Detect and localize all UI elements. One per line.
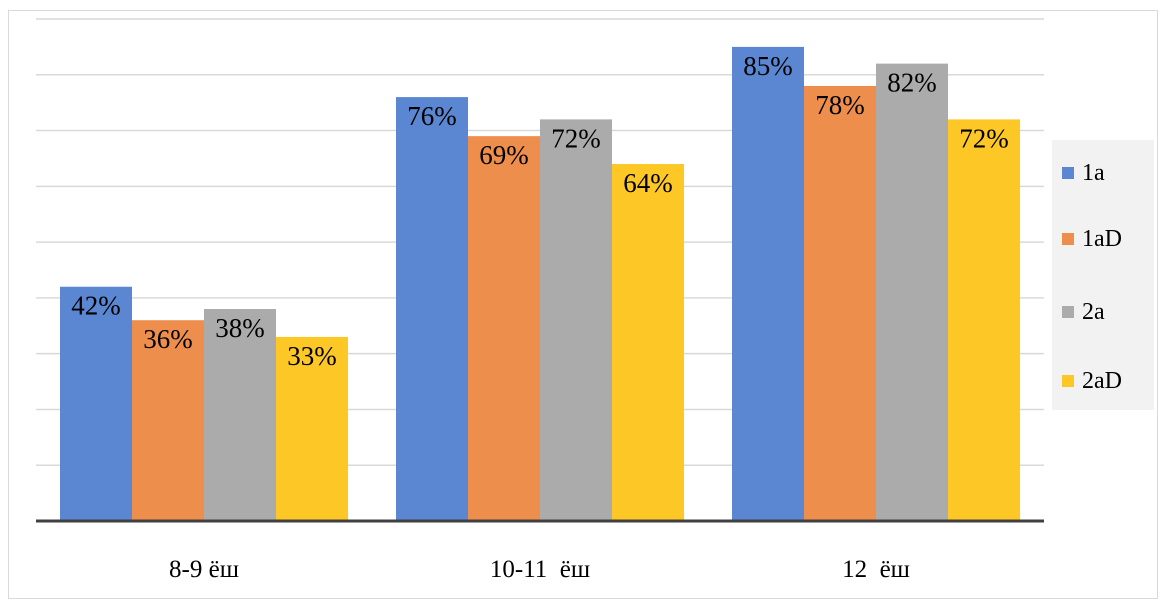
data-label-2aD-2: 72%	[959, 123, 1009, 153]
chart-frame	[8, 10, 1158, 599]
legend-label-1a: 1a	[1082, 159, 1105, 186]
legend-swatch-2aD	[1062, 375, 1074, 387]
legend-swatch-1a	[1062, 167, 1074, 179]
data-label-2aD-0: 33%	[287, 341, 337, 371]
x-tick-label-2: 12 ёш	[842, 556, 910, 583]
bar-1a-2	[732, 46, 804, 522]
x-tick-label-0: 8-9 ёш	[169, 556, 239, 583]
bar-2a-2	[876, 63, 948, 521]
data-label-1a-0: 42%	[71, 291, 121, 321]
legend-label-2a: 2a	[1082, 298, 1105, 325]
bar-2aD-0	[276, 336, 348, 521]
legend-item-1a: 1a	[1062, 158, 1105, 188]
x-tick-label-1: 10-11 ёш	[490, 556, 590, 583]
data-label-1aD-1: 69%	[479, 140, 529, 170]
bar-2a-0	[204, 309, 276, 521]
legend-swatch-2a	[1062, 306, 1074, 318]
data-label-1aD-2: 78%	[815, 90, 865, 120]
legend-label-2aD: 2aD	[1082, 367, 1122, 394]
bar-1aD-2	[804, 85, 876, 521]
legend-item-2aD: 2aD	[1062, 366, 1122, 396]
bar-1aD-1	[468, 136, 540, 521]
data-label-2a-2: 82%	[887, 68, 937, 98]
bar-2aD-1	[612, 164, 684, 521]
data-label-2a-0: 38%	[215, 313, 265, 343]
data-label-2a-1: 72%	[551, 123, 601, 153]
bar-1a-0	[60, 286, 132, 521]
legend: 1a 1aD 2a 2aD	[1052, 140, 1154, 410]
legend-item-1aD: 1aD	[1062, 224, 1122, 254]
legend-swatch-1aD	[1062, 233, 1074, 245]
bar-2a-1	[540, 119, 612, 522]
data-label-1a-1: 76%	[407, 101, 457, 131]
bar-2aD-2	[948, 119, 1020, 522]
data-label-1aD-0: 36%	[143, 324, 193, 354]
bar-1a-1	[396, 97, 468, 521]
bar-1aD-0	[132, 320, 204, 521]
legend-label-1aD: 1aD	[1082, 225, 1122, 252]
data-label-2aD-1: 64%	[623, 168, 673, 198]
legend-item-2a: 2a	[1062, 297, 1105, 327]
data-label-1a-2: 85%	[743, 51, 793, 81]
